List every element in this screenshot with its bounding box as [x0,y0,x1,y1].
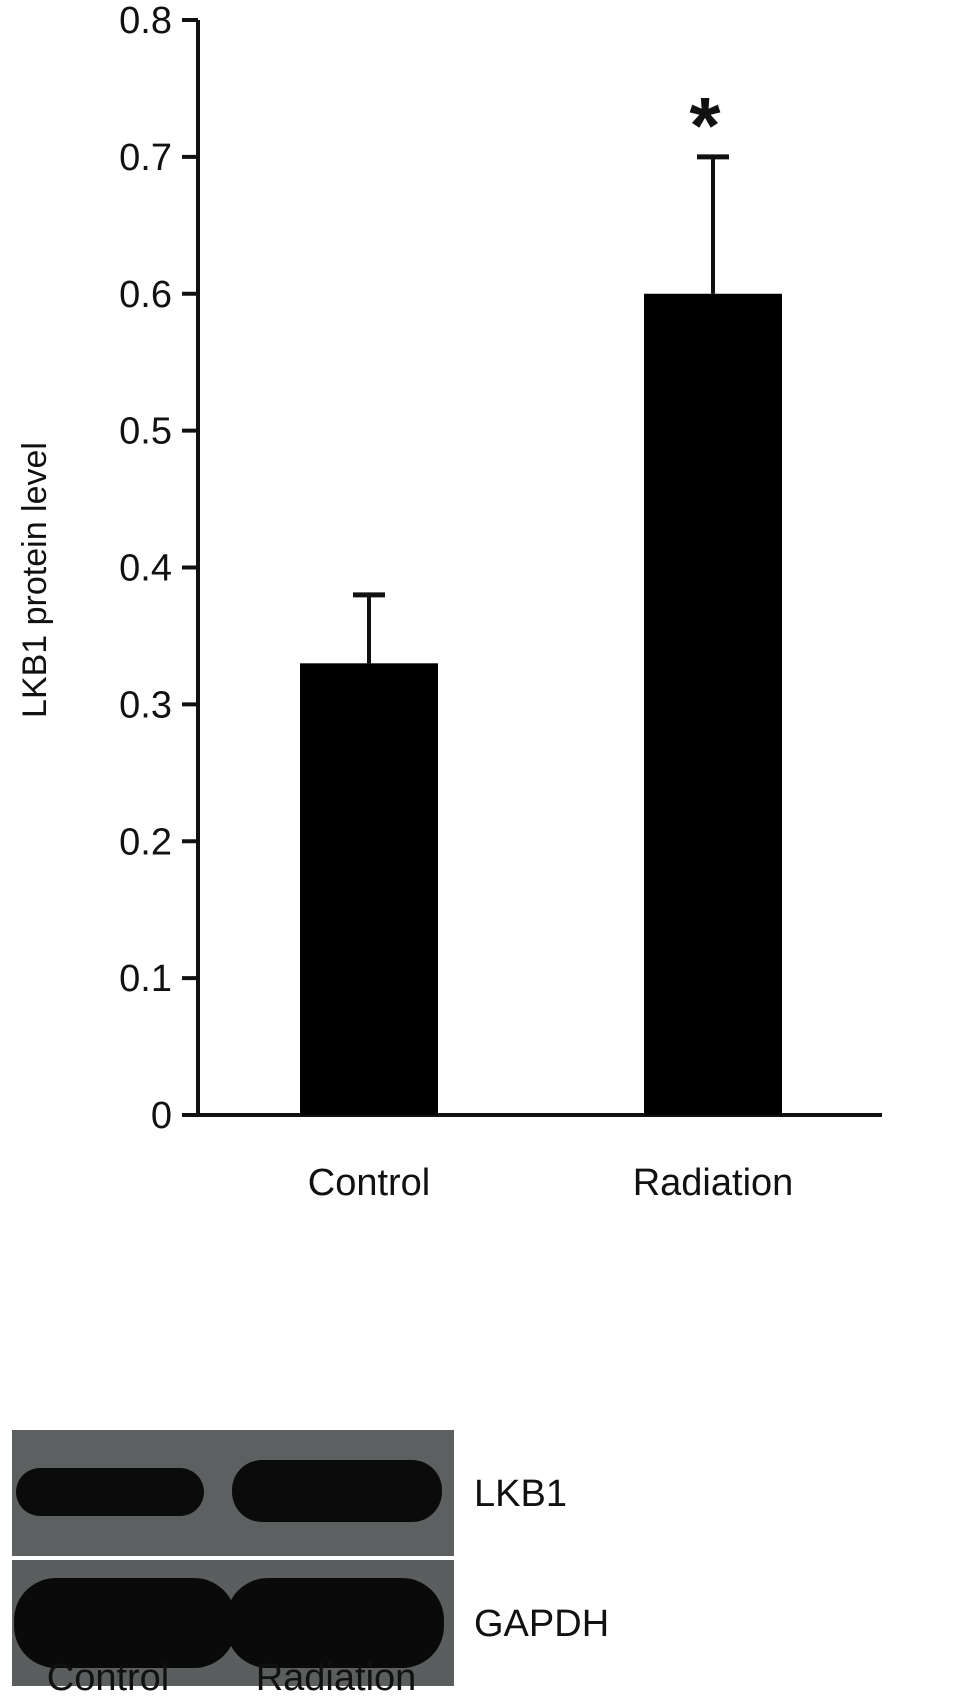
band-lkb1-radiation [232,1460,442,1522]
y-tick-label: 0.8 [119,0,172,42]
y-axis-ticks: 0 0.1 0.2 0.3 0.4 0.5 0.6 0.7 0.8 [119,0,198,1137]
blot-lane-label-control: Control [47,1657,170,1699]
blot-lane-label-radiation: Radiation [256,1657,417,1699]
bars: * [300,81,782,1115]
band-gapdh-radiation [226,1578,444,1668]
blot-label-gapdh: GAPDH [474,1603,609,1645]
y-axis-title: LKB1 protein level [16,442,54,718]
bar-chart: 0 0.1 0.2 0.3 0.4 0.5 0.6 0.7 0.8 * Control Radia… [16,0,882,1204]
x-category-label: Radiation [633,1162,794,1204]
western-blot: LKB1 GAPDH Control Radiation [12,1430,609,1699]
y-tick-label: 0.3 [119,684,172,726]
y-tick-label: 0.6 [119,274,172,316]
band-gapdh-control [14,1578,236,1668]
x-axis-category-labels: Control Radiation [308,1162,794,1204]
y-tick-label: 0.1 [119,958,172,1000]
blot-label-lkb1: LKB1 [474,1473,567,1515]
x-category-label: Control [308,1162,431,1204]
y-tick-label: 0.4 [119,548,172,590]
y-tick-label: 0.7 [119,137,172,179]
bar-radiation [644,293,782,1115]
significance-marker: * [689,81,721,170]
bar-control [300,663,438,1115]
y-tick-label: 0 [151,1095,172,1137]
y-tick-label: 0.5 [119,411,172,453]
y-tick-label: 0.2 [119,821,172,863]
band-lkb1-control [16,1468,204,1516]
